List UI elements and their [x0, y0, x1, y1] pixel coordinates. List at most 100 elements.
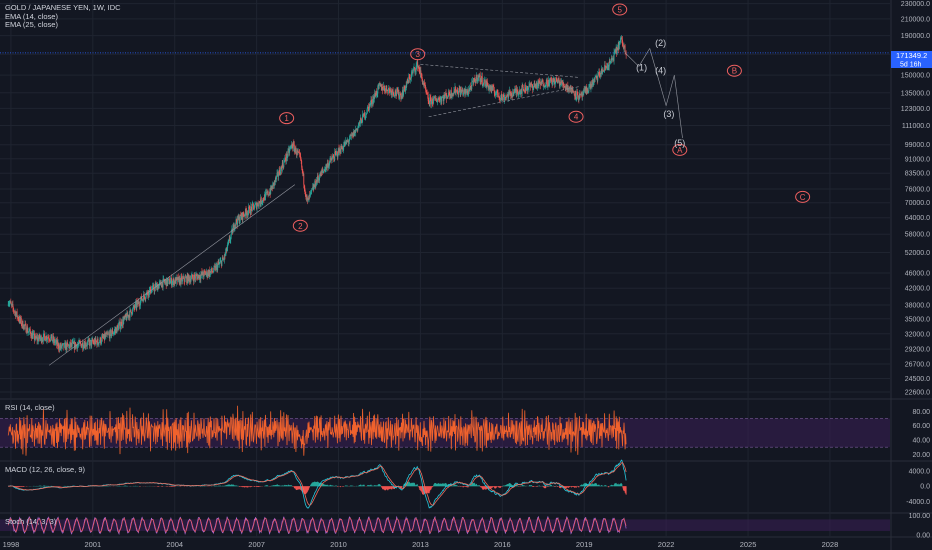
- candle-body[interactable]: [511, 95, 513, 98]
- candle-body[interactable]: [430, 97, 432, 105]
- candle-body[interactable]: [309, 195, 310, 196]
- candle-body[interactable]: [120, 326, 121, 329]
- candle-body[interactable]: [19, 317, 21, 322]
- candle-body[interactable]: [181, 276, 183, 282]
- candle-body[interactable]: [353, 130, 355, 136]
- candle-body[interactable]: [164, 281, 166, 283]
- candle-body[interactable]: [82, 342, 84, 349]
- candle-body[interactable]: [190, 279, 192, 282]
- candle-body[interactable]: [165, 280, 167, 287]
- candle-body[interactable]: [447, 96, 449, 98]
- candle-body[interactable]: [188, 274, 190, 278]
- candle-body[interactable]: [15, 311, 16, 317]
- candle-body[interactable]: [341, 145, 343, 149]
- candle-body[interactable]: [100, 342, 102, 344]
- candle-body[interactable]: [596, 78, 598, 81]
- candle-body[interactable]: [574, 91, 576, 97]
- candle-body[interactable]: [386, 90, 388, 91]
- candle-body[interactable]: [259, 202, 261, 205]
- candle-body[interactable]: [489, 85, 491, 88]
- candle-body[interactable]: [469, 86, 471, 89]
- candle-body[interactable]: [277, 172, 278, 174]
- candle-body[interactable]: [144, 298, 146, 300]
- candle-body[interactable]: [193, 278, 194, 282]
- candle-body[interactable]: [571, 88, 573, 94]
- candle-body[interactable]: [407, 79, 409, 82]
- candle-body[interactable]: [375, 91, 377, 97]
- candle-body[interactable]: [210, 271, 212, 272]
- candle-body[interactable]: [462, 90, 464, 95]
- candle-body[interactable]: [113, 331, 115, 333]
- candle-body[interactable]: [356, 128, 358, 130]
- candle-body[interactable]: [264, 194, 266, 200]
- candle-body[interactable]: [612, 58, 613, 61]
- candle-body[interactable]: [349, 135, 351, 140]
- candle-body[interactable]: [467, 90, 469, 95]
- candle-body[interactable]: [129, 309, 131, 318]
- candle-body[interactable]: [41, 339, 43, 341]
- candle-body[interactable]: [60, 344, 62, 348]
- candle-body[interactable]: [494, 94, 496, 96]
- candle-body[interactable]: [534, 84, 536, 86]
- candle-body[interactable]: [42, 334, 44, 342]
- candle-body[interactable]: [329, 161, 330, 166]
- candle-body[interactable]: [295, 154, 297, 155]
- candle-body[interactable]: [362, 113, 364, 115]
- candle-body[interactable]: [171, 278, 172, 286]
- candle-body[interactable]: [375, 95, 377, 97]
- candle-body[interactable]: [393, 95, 395, 96]
- candle-body[interactable]: [93, 342, 95, 344]
- candle-body[interactable]: [536, 83, 538, 89]
- candle-body[interactable]: [490, 87, 492, 90]
- candle-body[interactable]: [40, 335, 42, 338]
- candle-body[interactable]: [210, 268, 212, 272]
- candle-body[interactable]: [307, 197, 309, 200]
- candle-body[interactable]: [74, 342, 76, 349]
- candle-body[interactable]: [518, 93, 519, 95]
- candle-body[interactable]: [64, 342, 66, 344]
- candle-body[interactable]: [284, 157, 286, 161]
- candle-body[interactable]: [172, 281, 173, 284]
- candle-body[interactable]: [447, 96, 449, 98]
- candle-body[interactable]: [385, 85, 387, 89]
- candle-body[interactable]: [482, 84, 484, 86]
- candle-body[interactable]: [446, 94, 448, 99]
- candle-body[interactable]: [515, 88, 517, 92]
- candle-body[interactable]: [508, 92, 509, 99]
- candle-body[interactable]: [317, 175, 319, 180]
- candle-body[interactable]: [293, 144, 295, 152]
- candle-body[interactable]: [566, 86, 568, 89]
- candle-body[interactable]: [550, 78, 552, 81]
- candle-body[interactable]: [492, 86, 494, 88]
- candle-body[interactable]: [113, 332, 115, 334]
- candle-body[interactable]: [31, 333, 33, 339]
- candle-body[interactable]: [582, 94, 584, 97]
- candle-body[interactable]: [519, 90, 521, 95]
- candle-body[interactable]: [556, 80, 558, 84]
- candle-body[interactable]: [10, 303, 12, 305]
- candle-body[interactable]: [173, 280, 175, 285]
- candle-body[interactable]: [249, 206, 251, 214]
- candle-body[interactable]: [550, 78, 551, 80]
- candle-body[interactable]: [525, 88, 527, 91]
- candle-body[interactable]: [89, 341, 91, 346]
- candle-body[interactable]: [251, 207, 253, 211]
- candle-body[interactable]: [347, 140, 349, 142]
- candle-body[interactable]: [542, 81, 544, 87]
- candle-body[interactable]: [173, 278, 175, 285]
- candle-body[interactable]: [11, 304, 13, 305]
- candle-body[interactable]: [350, 135, 351, 136]
- candle-body[interactable]: [40, 335, 42, 342]
- candle-body[interactable]: [232, 224, 234, 228]
- candle-body[interactable]: [205, 272, 207, 275]
- candle-body[interactable]: [165, 280, 167, 282]
- candle-body[interactable]: [490, 87, 492, 91]
- candle-body[interactable]: [368, 104, 370, 111]
- candle-body[interactable]: [91, 339, 93, 341]
- candle-body[interactable]: [420, 70, 422, 75]
- candle-body[interactable]: [175, 278, 177, 284]
- candle-body[interactable]: [399, 94, 401, 97]
- candles[interactable]: [7, 35, 627, 354]
- candle-body[interactable]: [198, 274, 200, 280]
- candle-body[interactable]: [410, 78, 412, 79]
